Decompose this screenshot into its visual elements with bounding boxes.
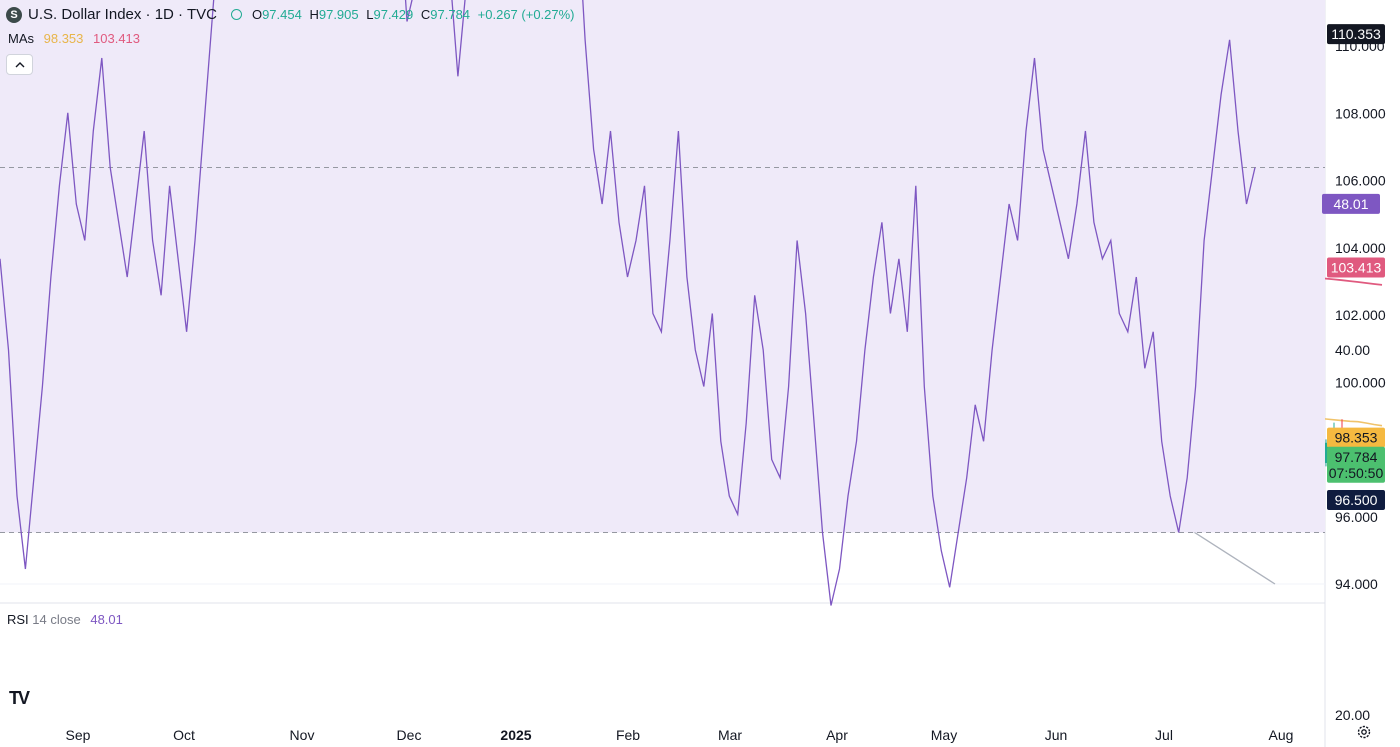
- time-axis-label: 2025: [500, 727, 531, 743]
- rsi-params: 14 close: [32, 612, 81, 627]
- high-label: H: [309, 7, 319, 22]
- time-axis-label: Dec: [397, 727, 422, 743]
- gear-icon[interactable]: [1356, 724, 1372, 740]
- price-tag-countdown: 07:50:50: [1329, 465, 1384, 481]
- close-label: C: [420, 7, 431, 22]
- change-value: +0.267 (+0.27%): [477, 7, 575, 22]
- rsi-axis-label: 40.00: [1335, 342, 1370, 358]
- close-value: 97.784: [430, 7, 471, 22]
- market-status-icon: [230, 9, 242, 20]
- rsi-legend[interactable]: RSI 14 close 48.01: [7, 612, 123, 627]
- collapse-legend-button[interactable]: [6, 54, 33, 75]
- time-axis-label: Nov: [290, 727, 315, 743]
- price-axis-label: 104.000: [1335, 240, 1386, 256]
- low-label: L: [366, 7, 374, 22]
- rsi-axis-label: 20.00: [1335, 707, 1370, 723]
- ohlc-values: O97.454 H97.905 L97.429 C97.784 +0.267 (…: [252, 7, 575, 22]
- price-tag-navy: [1327, 489, 1385, 510]
- time-axis-label: Sep: [66, 727, 91, 743]
- rsi-legend-value: 48.01: [90, 612, 123, 627]
- ma-legend[interactable]: MAs 98.353 103.413: [8, 31, 140, 46]
- time-axis-label: Jun: [1045, 727, 1068, 743]
- price-tag-dark: [1327, 24, 1385, 45]
- chevron-up-icon: [15, 62, 24, 68]
- rsi-label: RSI: [7, 612, 29, 627]
- price-axis-label: 106.000: [1335, 173, 1386, 189]
- candle: [1323, 439, 1329, 467]
- price-tag-value: 97.784: [1335, 449, 1378, 465]
- ma200-legend-value: 103.413: [93, 31, 141, 46]
- rsi-line: [0, 0, 1256, 606]
- time-axis-label: Feb: [616, 727, 640, 743]
- symbol-header: S U.S. Dollar Index · 1D · TVC O97.454 H…: [6, 6, 575, 23]
- tradingview-logo[interactable]: TV: [9, 688, 30, 708]
- time-axis-label: Mar: [718, 727, 742, 743]
- price-tag-value: 103.413: [1331, 259, 1382, 275]
- symbol-logo-icon: S: [6, 6, 22, 23]
- rsi-band: [0, 0, 1325, 533]
- price-tag-ma50: [1327, 427, 1385, 448]
- candle-body: [1323, 442, 1329, 463]
- rsi-value-tag: [1322, 193, 1380, 214]
- price-axis-label: 108.000: [1335, 105, 1386, 121]
- price-tag-last: [1327, 446, 1385, 483]
- open-label: O: [251, 7, 263, 22]
- time-axis-label: Aug: [1269, 727, 1294, 743]
- ma50-legend-value: 98.353: [43, 31, 84, 46]
- price-axis-label: 96.000: [1335, 509, 1378, 525]
- time-axis-label: Apr: [826, 727, 848, 743]
- price-axis-label: 102.000: [1335, 307, 1386, 323]
- price-axis-label: 94.000: [1335, 576, 1378, 592]
- price-tag-value: 98.353: [1335, 430, 1378, 446]
- symbol-title[interactable]: U.S. Dollar Index · 1D · TVC: [28, 6, 217, 23]
- low-value: 97.429: [373, 7, 414, 22]
- high-value: 97.905: [318, 7, 359, 22]
- price-tag-value: 96.500: [1335, 492, 1378, 508]
- time-axis-label: Oct: [173, 727, 195, 743]
- ma-legend-label: MAs: [8, 31, 34, 46]
- price-tag-ma200: [1327, 257, 1385, 278]
- rsi-value-tag-text: 48.01: [1333, 196, 1368, 212]
- time-axis-label: May: [931, 727, 957, 743]
- price-tag-value: 110.353: [1331, 26, 1381, 42]
- time-axis-label: Jul: [1155, 727, 1173, 743]
- price-axis-label: 100.000: [1335, 374, 1386, 390]
- open-value: 97.454: [262, 7, 302, 22]
